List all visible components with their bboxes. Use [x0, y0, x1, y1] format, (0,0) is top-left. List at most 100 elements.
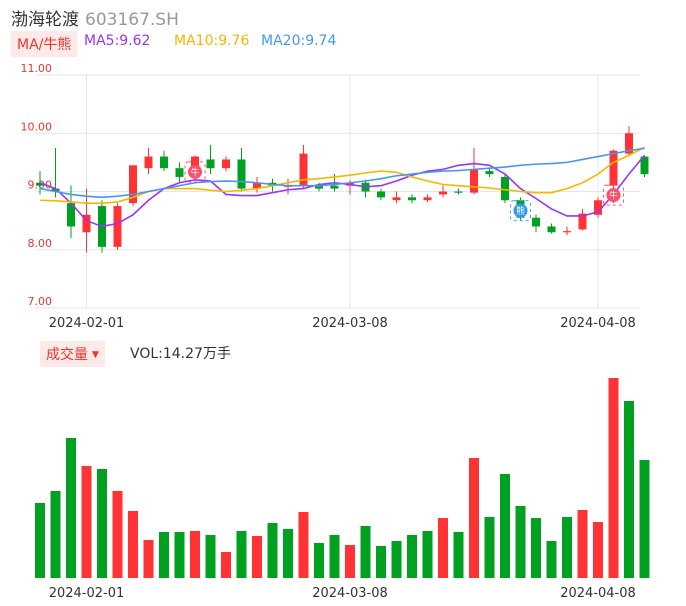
volume-bar	[190, 531, 200, 578]
signal-frame	[184, 161, 206, 183]
ma20-label: MA20:9.74	[261, 33, 337, 49]
volume-bar	[128, 511, 138, 578]
candle	[113, 203, 122, 250]
candle	[129, 165, 137, 207]
candle	[160, 150, 168, 172]
volume-indicator-tag[interactable]: 成交量 ▼	[40, 341, 105, 367]
stock-title: 渤海轮渡 603167.SH	[11, 5, 179, 30]
candle-body	[113, 206, 122, 247]
signal-bear-badge: 熊	[510, 200, 531, 222]
volume-bar	[593, 522, 603, 578]
volume-bar	[438, 518, 448, 578]
signal-frame	[510, 200, 531, 222]
volume-tag-label: 成交量	[46, 347, 88, 363]
volume-bar	[500, 474, 510, 578]
candle-body	[330, 185, 339, 189]
volume-bar	[329, 535, 340, 578]
volume-bar	[562, 517, 572, 578]
candle-body	[501, 176, 509, 201]
candle-body	[594, 200, 602, 215]
candle	[206, 144, 215, 175]
candle	[563, 226, 571, 236]
candle-body	[578, 213, 587, 230]
volume-value: VOL:14.27万手	[130, 346, 231, 362]
y-tick-label: 7.00	[28, 295, 53, 308]
candle-body	[222, 159, 230, 169]
candle	[361, 179, 370, 198]
ma10-label: MA10:9.76	[174, 33, 250, 49]
candle-body	[392, 197, 401, 201]
ma-indicator-tag[interactable]: MA/牛熊	[11, 31, 78, 57]
candle	[578, 208, 587, 231]
volume-bar	[531, 518, 541, 578]
candle	[532, 214, 540, 233]
candle	[175, 162, 184, 183]
volume-bar	[314, 543, 324, 578]
candle-body	[439, 191, 447, 195]
volume-bar	[345, 545, 355, 578]
signal-frame	[603, 184, 624, 206]
signal-label: 牛	[609, 190, 618, 202]
candle-body	[423, 197, 432, 201]
x-tick-label: 2024-03-08	[312, 586, 388, 601]
candle-body	[377, 191, 385, 198]
x-tick-label: 2024-03-08	[312, 316, 388, 331]
candle	[640, 155, 649, 177]
volume-bar	[221, 552, 231, 578]
signal-label: 牛	[190, 166, 199, 178]
candle	[408, 194, 416, 204]
volume-bar	[577, 510, 588, 578]
volume-bar	[35, 503, 45, 578]
candle	[594, 197, 602, 218]
candle	[501, 174, 509, 204]
signal-bull-badge: 牛	[603, 184, 624, 206]
candle-body	[485, 171, 494, 175]
candle-body	[206, 159, 215, 169]
volume-bar	[407, 535, 417, 578]
x-tick-label: 2024-04-08	[560, 586, 636, 601]
volume-bar	[97, 469, 107, 578]
volume-bar	[50, 491, 61, 578]
candle-body	[408, 197, 416, 201]
candle	[237, 147, 246, 192]
x-tick-label: 2024-02-01	[49, 316, 125, 331]
volume-bar	[66, 438, 76, 578]
volume-bar	[624, 401, 634, 578]
candle-body	[532, 217, 540, 227]
candle-body	[547, 226, 556, 233]
candle	[222, 156, 230, 172]
candle-body	[563, 231, 571, 233]
volume-bar	[484, 517, 495, 578]
candle	[284, 178, 292, 195]
volume-bar	[546, 541, 557, 578]
volume-bar	[515, 506, 526, 578]
candle	[439, 185, 447, 198]
volume-bar	[236, 531, 247, 578]
volume-bar	[112, 491, 123, 578]
candle-body	[160, 156, 168, 169]
volume-bar	[143, 540, 154, 578]
candle-body	[315, 185, 323, 189]
volume-bar	[376, 546, 386, 578]
x-tick-label: 2024-04-08	[560, 316, 636, 331]
volume-bar	[469, 458, 479, 578]
candle	[423, 194, 432, 202]
ma5-label: MA5:9.62	[84, 33, 151, 49]
candle-body	[67, 203, 75, 227]
candle-body	[253, 182, 261, 189]
candle-body	[51, 188, 60, 192]
volume-bar	[608, 378, 619, 578]
candle-body	[299, 153, 308, 186]
volume-bar	[298, 512, 309, 578]
candle-body	[454, 191, 463, 193]
candle-body	[470, 169, 478, 193]
candle-body	[609, 150, 618, 186]
volume-bar	[360, 526, 371, 578]
volume-bar	[205, 535, 216, 578]
volume-bar	[453, 532, 464, 578]
candle	[144, 147, 153, 175]
candle	[377, 188, 385, 201]
volume-bar	[81, 466, 92, 578]
volume-bar	[639, 460, 650, 578]
